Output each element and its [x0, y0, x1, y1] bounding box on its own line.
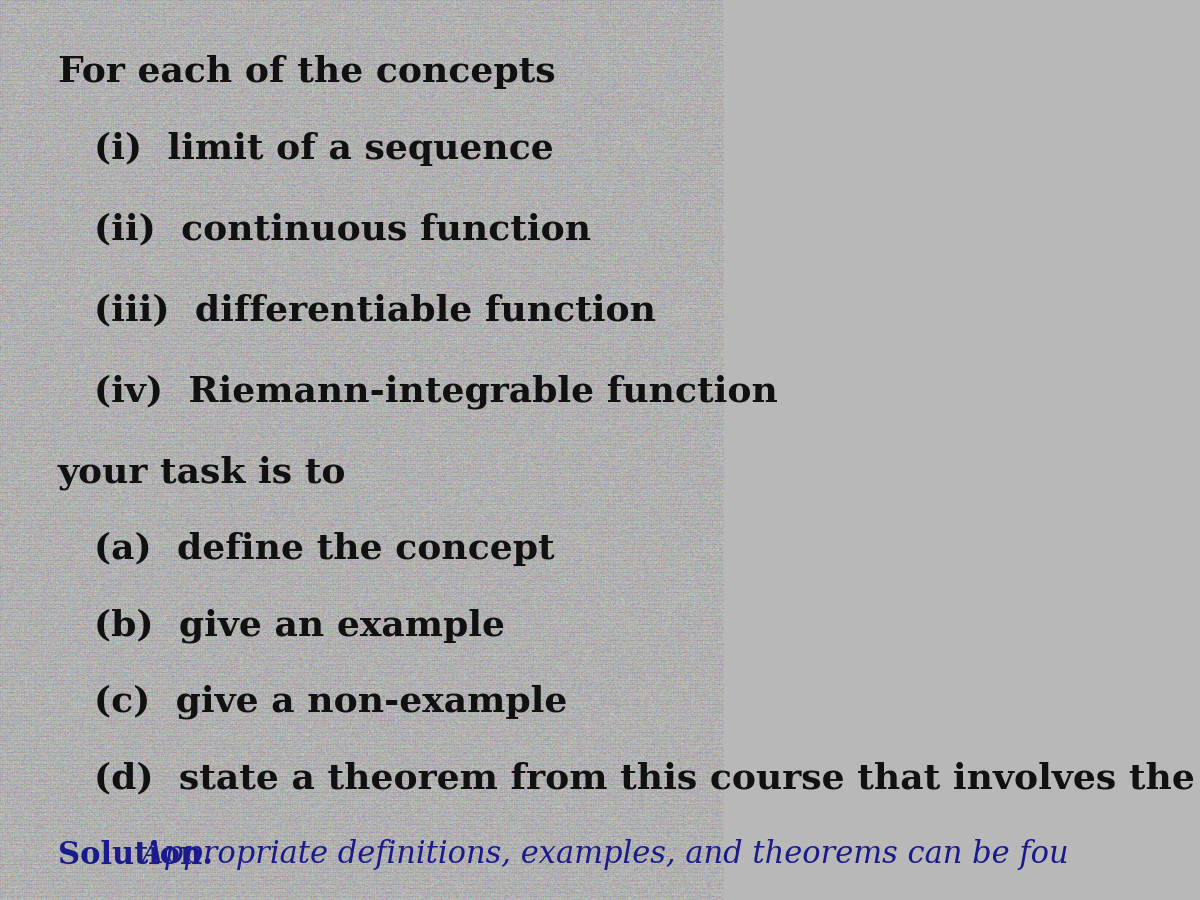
Text: (c)  give a non-example: (c) give a non-example [94, 685, 568, 719]
Text: (iv)  Riemann-integrable function: (iv) Riemann-integrable function [94, 374, 778, 409]
Text: (b)  give an example: (b) give an example [94, 608, 505, 643]
Text: Appropriate definitions, examples, and theorems can be fou: Appropriate definitions, examples, and t… [132, 840, 1069, 870]
Text: (ii)  continuous function: (ii) continuous function [94, 212, 592, 247]
Text: (iii)  differentiable function: (iii) differentiable function [94, 293, 656, 328]
Text: your task is to: your task is to [58, 455, 347, 490]
Text: For each of the concepts: For each of the concepts [58, 55, 556, 89]
Text: (a)  define the concept: (a) define the concept [94, 532, 554, 566]
Text: (d)  state a theorem from this course that involves the concept.: (d) state a theorem from this course tha… [94, 761, 1200, 796]
Text: Solution.: Solution. [58, 840, 212, 870]
Text: (i)  limit of a sequence: (i) limit of a sequence [94, 131, 554, 166]
